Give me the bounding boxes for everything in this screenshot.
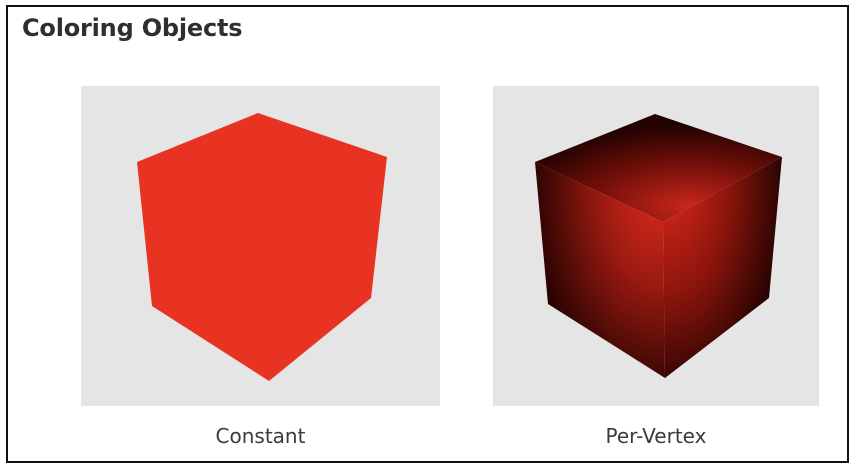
constant-cube-illustration [137, 113, 387, 381]
panel-constant [81, 86, 440, 406]
caption-per-vertex: Per-Vertex [605, 424, 707, 448]
cube-top-face [535, 114, 782, 222]
constant-cube [137, 113, 387, 381]
per-vertex-cube-illustration [535, 114, 782, 378]
cube-left-face [535, 162, 665, 378]
caption-constant: Constant [215, 424, 306, 448]
panel-per-vertex [493, 86, 819, 406]
cube-right-face [663, 157, 782, 378]
figure-title: Coloring Objects [22, 14, 243, 42]
